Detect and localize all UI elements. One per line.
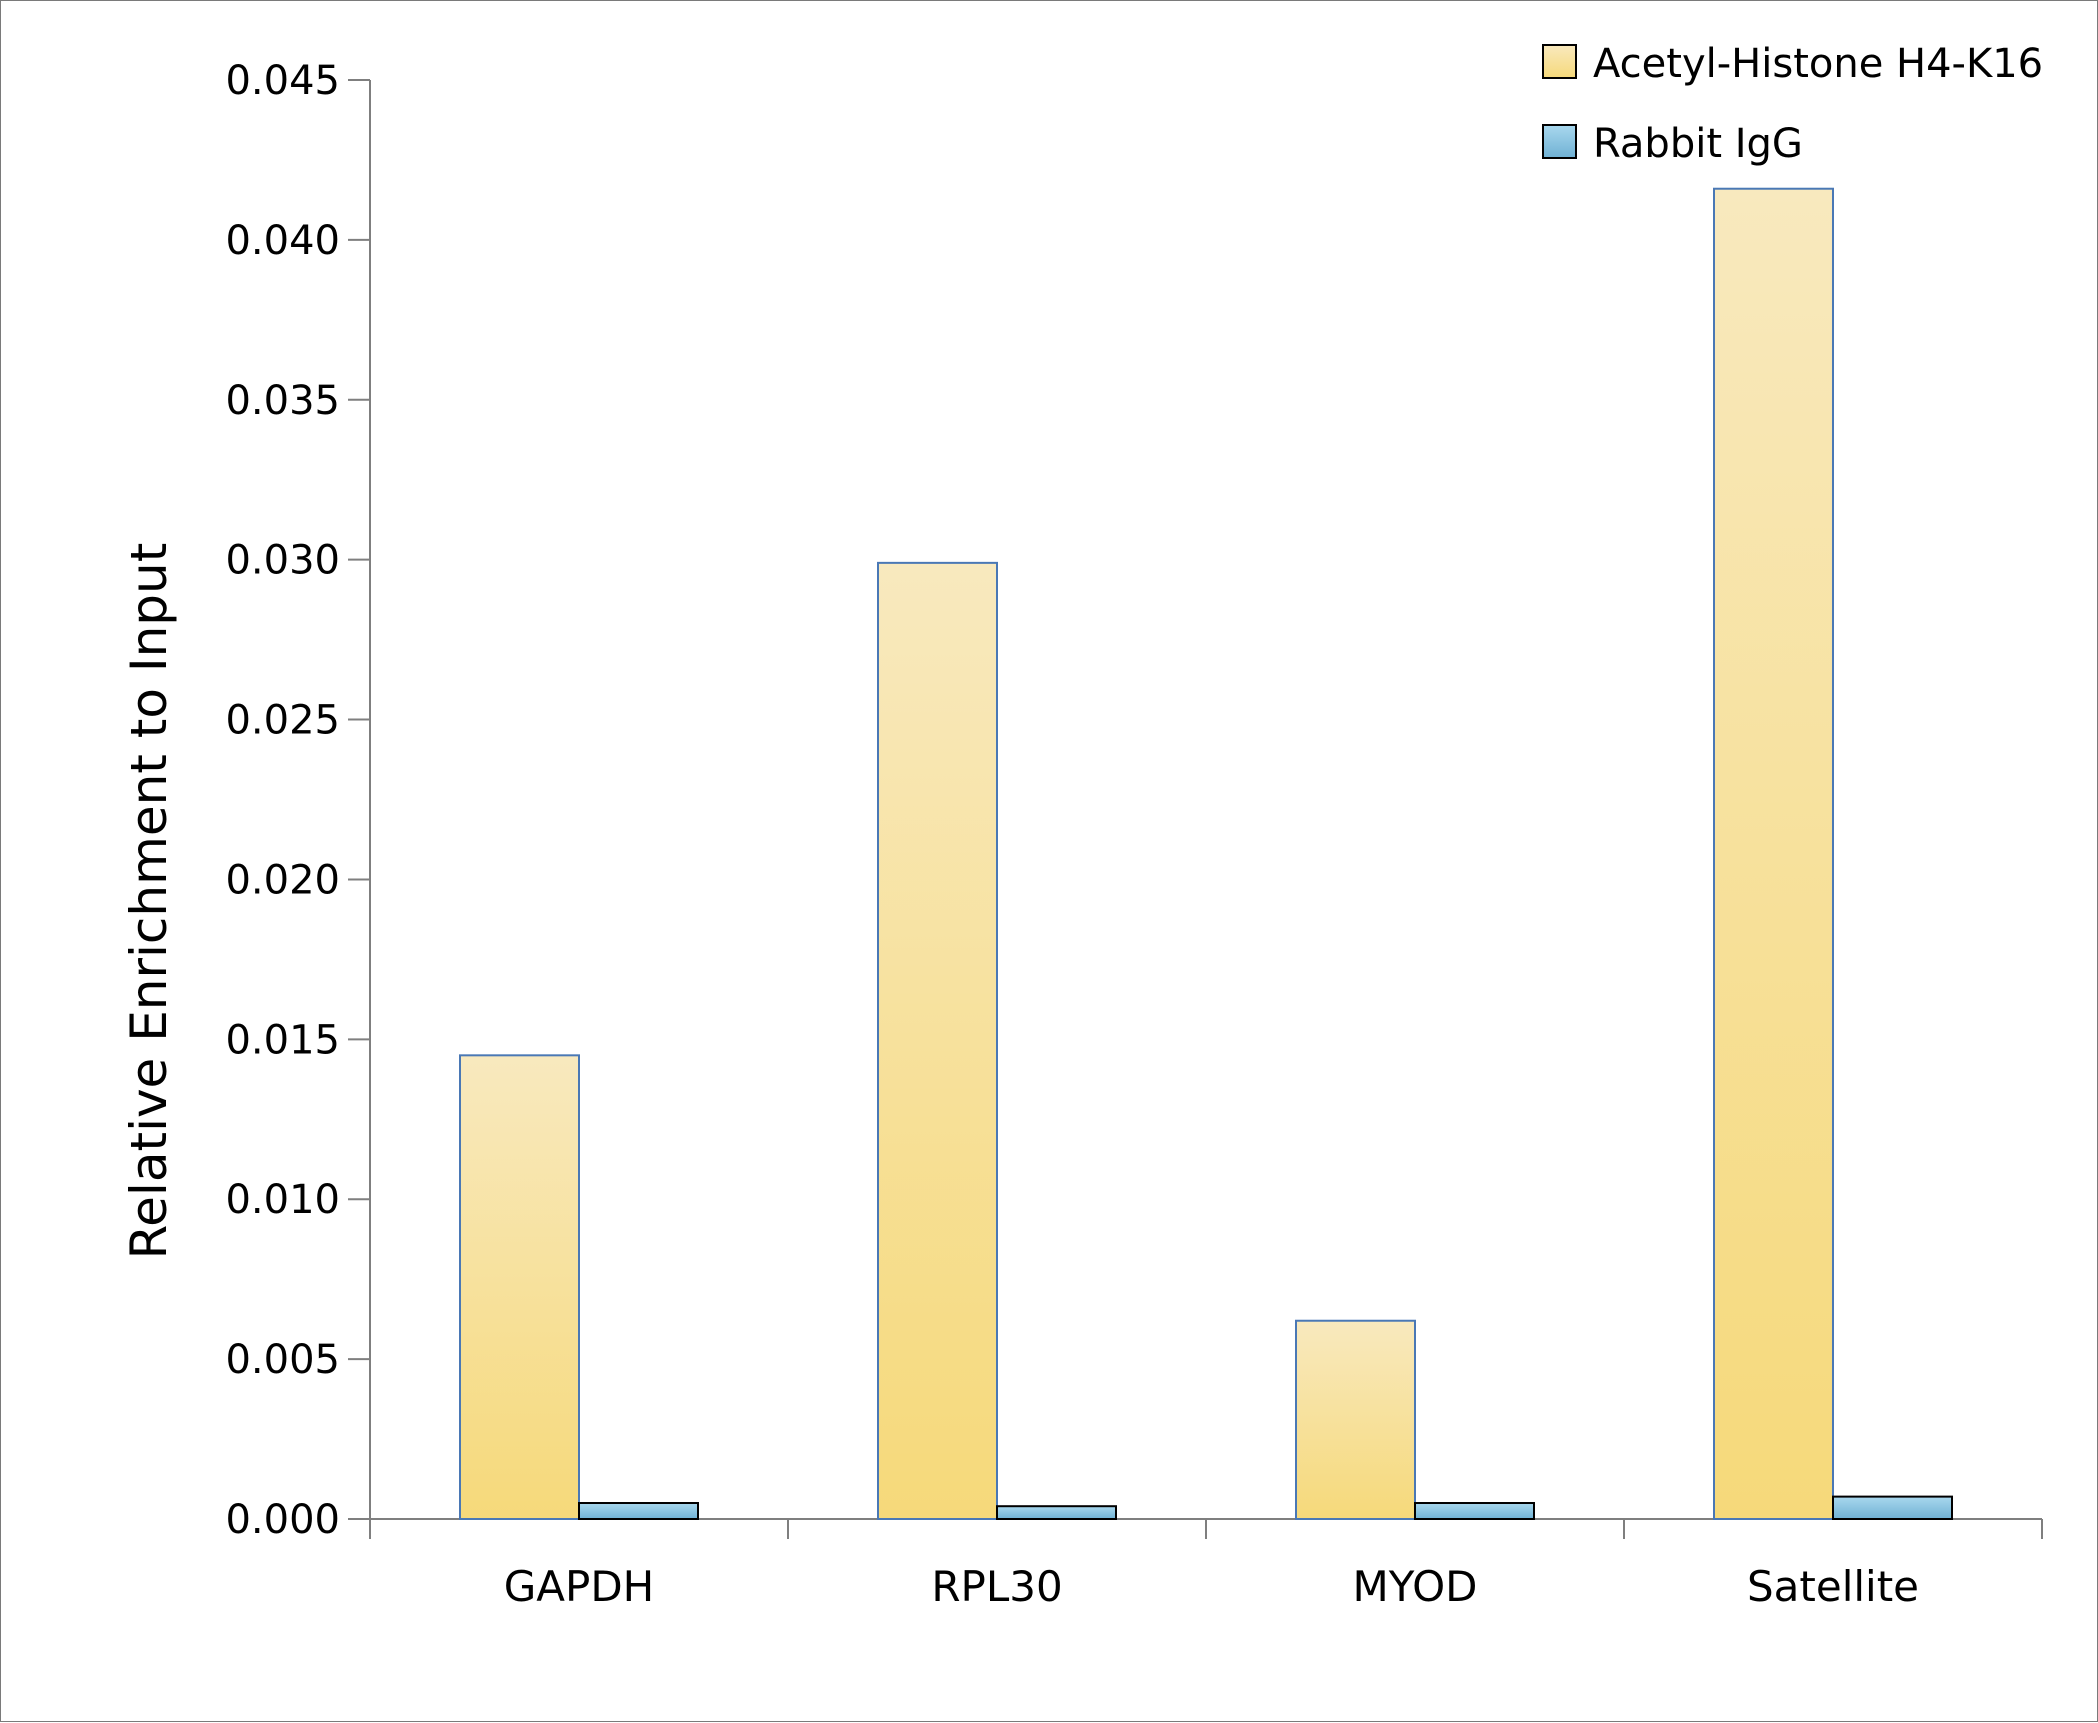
bar-acetyl-histone-satellite — [1713, 187, 1834, 1520]
x-category-label: Satellite — [1747, 1562, 1919, 1611]
bars — [459, 187, 1953, 1521]
x-category-label: GAPDH — [504, 1562, 655, 1611]
y-tick-label: 0.020 — [225, 857, 340, 903]
x-category-label: MYOD — [1353, 1562, 1478, 1611]
legend-swatch — [1542, 124, 1577, 159]
bar-acetyl-histone-rpl30 — [877, 561, 998, 1520]
legend: Acetyl-Histone H4-K16 Rabbit IgG — [1542, 41, 2043, 167]
y-axis-title: Relative Enrichment to Input — [120, 543, 178, 1260]
y-tick-label: 0.005 — [225, 1337, 340, 1383]
bar-rabbit-igg-myod — [1414, 1502, 1535, 1520]
legend-label: Rabbit IgG — [1593, 121, 1803, 167]
y-tick-label: 0.010 — [225, 1177, 340, 1223]
y-tick-label: 0.025 — [225, 698, 340, 744]
bar-acetyl-histone-myod — [1295, 1319, 1416, 1521]
bar-acetyl-histone-gapdh — [459, 1054, 580, 1521]
legend-label: Acetyl-Histone H4-K16 — [1593, 41, 2043, 87]
y-tick-label: 0.035 — [225, 378, 340, 424]
legend-swatch — [1542, 44, 1577, 79]
y-tick-label: 0.040 — [225, 218, 340, 264]
y-tick-label: 0.045 — [225, 58, 340, 104]
y-tick-label: 0.015 — [225, 1017, 340, 1063]
bar-rabbit-igg-gapdh — [578, 1502, 699, 1520]
bar-rabbit-igg-satellite — [1832, 1495, 1953, 1521]
y-tick-label: 0.030 — [225, 538, 340, 584]
y-tick-label: 0.000 — [225, 1497, 340, 1543]
x-category-label: RPL30 — [931, 1562, 1062, 1611]
bar-rabbit-igg-rpl30 — [996, 1505, 1117, 1520]
axis-labels: 0.000 0.005 0.010 0.015 0.020 0.025 0.030 0.035… — [225, 58, 1919, 1611]
